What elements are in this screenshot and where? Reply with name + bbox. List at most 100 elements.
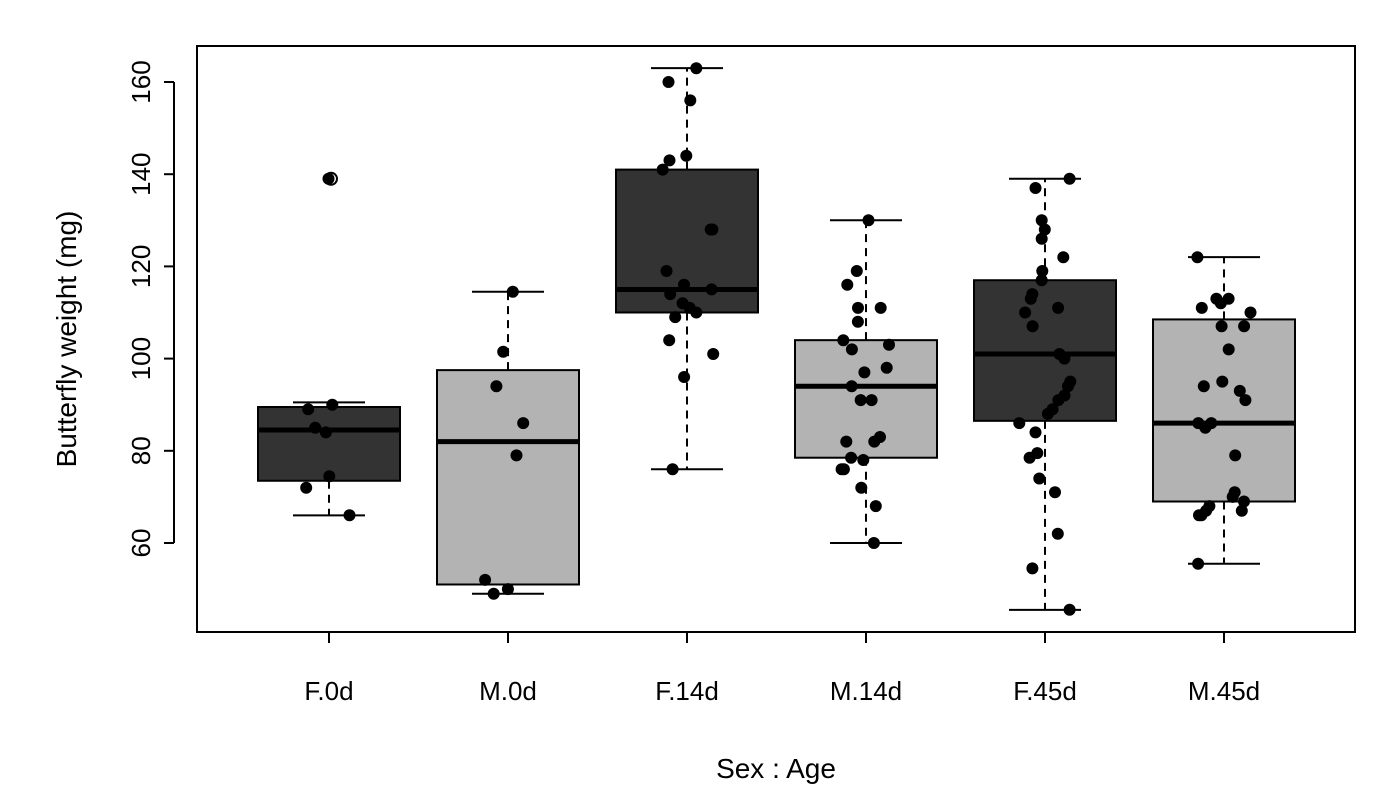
data-point [845, 380, 858, 393]
data-point [1199, 421, 1212, 434]
box-iqr [257, 406, 401, 482]
box-M.14d [794, 219, 938, 544]
data-point [867, 537, 880, 549]
data-point [840, 435, 853, 448]
data-point [1026, 320, 1039, 333]
x-tick-label: F.0d [304, 676, 353, 706]
data-point [1051, 527, 1064, 540]
data-point [1029, 182, 1042, 194]
data-point [490, 380, 503, 393]
data-point [874, 301, 887, 314]
data-point [1041, 407, 1054, 420]
data-point [487, 587, 500, 600]
data-point [1229, 449, 1242, 462]
y-axis-title: Butterfly weight (mg) [51, 211, 82, 468]
box-F.45d [973, 177, 1117, 611]
data-point [517, 417, 530, 430]
data-point [1052, 394, 1065, 407]
data-point [664, 288, 677, 301]
data-point [1238, 320, 1251, 333]
data-point [883, 338, 895, 351]
data-point [662, 76, 675, 88]
data-point [1019, 306, 1032, 319]
data-point [1035, 232, 1048, 245]
box-iqr [436, 369, 580, 586]
data-point [302, 403, 315, 416]
data-point [690, 62, 703, 75]
data-point [835, 463, 848, 476]
data-point [501, 583, 514, 596]
data-point [663, 334, 676, 347]
data-point [845, 343, 858, 356]
data-point [660, 265, 673, 277]
data-point [865, 394, 878, 407]
data-point [479, 573, 492, 586]
data-point [1038, 223, 1051, 236]
data-point [855, 481, 868, 494]
data-point [1013, 417, 1026, 430]
data-point [868, 435, 881, 448]
x-tick-label: F.14d [655, 676, 719, 706]
data-point [663, 154, 676, 167]
y-tick-label: 80 [126, 436, 156, 465]
y-tick-label: 120 [126, 245, 156, 288]
data-point [506, 285, 519, 298]
data-point [1235, 504, 1248, 517]
data-point [1063, 172, 1076, 185]
data-point [1035, 214, 1048, 227]
data-point [1063, 603, 1076, 616]
data-point [1197, 380, 1210, 393]
y-tick-label: 60 [126, 529, 156, 558]
data-point [1024, 292, 1037, 305]
y-tick-label: 100 [126, 337, 156, 380]
data-point [1023, 451, 1036, 464]
data-point [1214, 297, 1227, 310]
data-point [678, 371, 691, 383]
x-tick-label: M.0d [479, 676, 537, 706]
data-point [319, 426, 332, 439]
data-point [669, 311, 682, 324]
data-point [343, 509, 356, 522]
data-point [510, 449, 523, 462]
box-F.0d [257, 171, 401, 517]
data-point [845, 451, 858, 464]
points-layer [300, 62, 1257, 616]
data-point [1216, 375, 1229, 388]
box-F.14d [615, 67, 759, 471]
data-point [1233, 384, 1246, 397]
data-point [707, 348, 720, 360]
data-point [1052, 301, 1065, 314]
data-point [841, 278, 854, 291]
data-point [322, 172, 335, 185]
data-point [1215, 320, 1228, 333]
data-point [706, 223, 719, 236]
data-point [678, 278, 690, 291]
data-point [1195, 301, 1208, 314]
data-point [869, 500, 882, 513]
data-point [1239, 394, 1252, 407]
data-point [858, 366, 871, 379]
data-point [1226, 490, 1239, 503]
data-point [1058, 352, 1071, 365]
data-point [851, 315, 864, 328]
data-point [857, 454, 870, 466]
data-point [705, 283, 718, 296]
data-point [326, 398, 339, 411]
data-point [309, 421, 322, 434]
data-point [1035, 274, 1048, 287]
data-point [1036, 265, 1049, 277]
y-tick-label: 160 [126, 60, 156, 103]
box-M.0d [436, 290, 580, 595]
data-point [850, 265, 863, 277]
data-point [862, 214, 875, 227]
data-point [854, 394, 867, 407]
data-point [656, 163, 669, 176]
data-point [1062, 380, 1074, 393]
box-iqr [973, 279, 1117, 422]
data-point [1026, 562, 1039, 575]
x-tick-label: M.14d [830, 676, 902, 706]
x-axis: F.0d M.0d F.14d M.14d F.45d M.45d [304, 631, 1260, 706]
data-point [497, 345, 510, 358]
data-point [1222, 343, 1235, 356]
data-point [1244, 306, 1257, 319]
